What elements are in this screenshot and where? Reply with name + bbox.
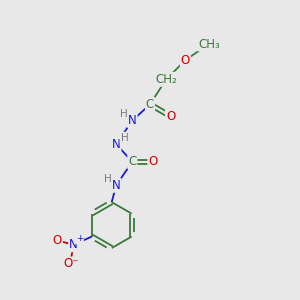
Text: +: +: [76, 234, 83, 243]
Text: O: O: [53, 234, 62, 247]
Text: O: O: [181, 54, 190, 67]
Text: O: O: [148, 155, 158, 168]
Text: H: H: [120, 109, 128, 119]
Text: N: N: [112, 179, 121, 192]
Text: O⁻: O⁻: [63, 257, 78, 271]
Text: N: N: [112, 138, 121, 151]
Text: C: C: [128, 155, 136, 168]
Text: CH₃: CH₃: [198, 38, 220, 50]
Text: C: C: [146, 98, 154, 111]
Text: CH₂: CH₂: [155, 73, 177, 86]
Text: H: H: [121, 133, 128, 142]
Text: H: H: [104, 174, 112, 184]
Text: N: N: [69, 238, 78, 251]
Text: O: O: [166, 110, 175, 123]
Text: N: N: [128, 114, 137, 127]
